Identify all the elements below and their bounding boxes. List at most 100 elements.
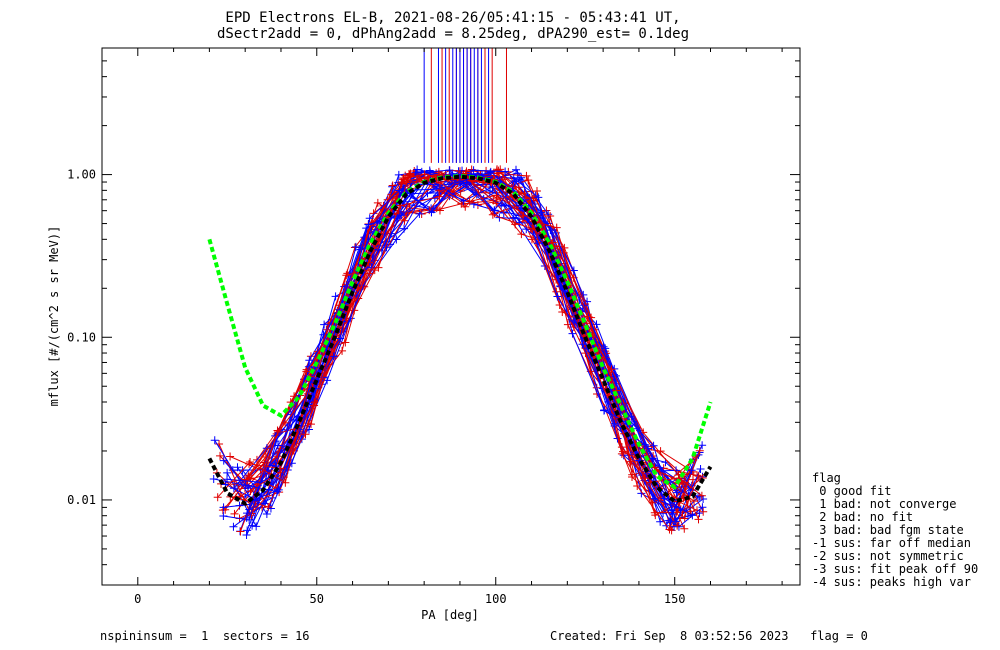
measurement-sweep — [216, 168, 682, 510]
measurement-point — [459, 196, 468, 205]
measurement-point — [513, 169, 522, 178]
x-tick-label: 100 — [485, 592, 507, 606]
measurement-point — [492, 199, 501, 208]
x-tick-label: 50 — [310, 592, 324, 606]
measurement-point — [435, 192, 444, 201]
measurement-point — [699, 507, 708, 516]
measurement-point — [246, 458, 255, 467]
measurement-point — [338, 346, 347, 355]
measurement-point — [406, 169, 415, 178]
measurement-point — [517, 230, 526, 239]
measurement-point — [248, 521, 257, 530]
measurement-point — [273, 428, 282, 437]
legend-item: -4 sus: peaks high var — [812, 575, 971, 589]
measurement-point — [490, 206, 499, 215]
measurement-point — [558, 308, 567, 317]
measurement-point — [395, 186, 404, 195]
measurement-point — [640, 440, 649, 449]
measurement-sweep — [237, 172, 694, 516]
measurement-point — [273, 452, 282, 461]
measurement-point — [335, 334, 344, 343]
axes-frame — [101, 47, 801, 586]
measurement-sweep — [226, 172, 689, 528]
measurement-point — [696, 464, 705, 473]
measurement-point — [649, 441, 658, 450]
measurement-point — [469, 200, 478, 209]
measurement-point — [301, 430, 310, 439]
measurement-point — [264, 502, 273, 511]
measurement-point — [673, 521, 682, 530]
measurement-sweep — [223, 179, 685, 521]
footer-left: nspininsum = 1 sectors = 16 — [100, 629, 310, 643]
measurement-point — [216, 451, 225, 460]
measurement-point — [369, 209, 378, 218]
measurement-point — [252, 522, 261, 531]
measurement-point — [262, 510, 271, 519]
measurement-point — [619, 451, 628, 460]
measurement-point — [560, 243, 569, 252]
fit-layer — [207, 173, 713, 506]
measurement-point — [617, 449, 626, 458]
measurement-sweep — [240, 173, 700, 532]
measurement-point — [600, 405, 609, 414]
measurement-point — [467, 165, 476, 174]
measurement-point — [242, 531, 251, 540]
measurement-point — [687, 466, 696, 475]
measurement-sweep — [226, 169, 693, 516]
measurement-point — [236, 527, 245, 536]
measurement-sweep — [234, 169, 690, 532]
y-tick-label: 0.01 — [67, 493, 96, 507]
measurement-point — [501, 167, 510, 176]
measurement-point — [522, 171, 531, 180]
measurement-point — [607, 365, 616, 374]
measurement-point — [514, 175, 523, 184]
data-layer — [209, 48, 708, 540]
measurement-sweep — [233, 168, 693, 528]
flag-legend: flag 0 good fit 1 bad: not converge 2 ba… — [812, 471, 978, 589]
measurement-point — [392, 235, 401, 244]
legend-item: -1 sus: far off median — [812, 536, 971, 550]
measurement-point — [364, 220, 373, 229]
measurement-point — [245, 515, 254, 524]
measurement-point — [698, 441, 707, 450]
measurement-point — [373, 198, 382, 207]
measurement-point — [512, 165, 521, 174]
measurement-sweep — [217, 174, 686, 498]
measurement-point — [445, 166, 454, 175]
measurement-point — [427, 208, 436, 217]
measurement-point — [262, 444, 271, 453]
measurement-point — [388, 181, 397, 190]
measurement-point — [465, 197, 474, 206]
measurement-point — [274, 485, 283, 494]
measurement-point — [281, 418, 290, 427]
measurement-point — [374, 263, 383, 272]
measurement-point — [568, 329, 577, 338]
measurement-point — [243, 526, 252, 535]
measurement-point — [651, 511, 660, 520]
measurement-point — [365, 269, 374, 278]
measurement-point — [544, 210, 553, 219]
measurement-point — [640, 474, 649, 483]
measurement-point — [226, 452, 235, 461]
measurement-point — [400, 216, 409, 225]
measurement-point — [637, 489, 646, 498]
measurement-point — [546, 211, 555, 220]
measurement-point — [319, 330, 328, 339]
measurement-point — [329, 352, 338, 361]
measurement-point — [697, 491, 706, 500]
measurement-sweep — [246, 170, 693, 531]
measurement-sweep — [246, 176, 700, 518]
measurement-point — [698, 503, 707, 512]
measurement-point — [650, 494, 659, 503]
measurement-point — [405, 170, 414, 179]
ticks-layer: 0 50 100 150 0.01 0.10 1.00 — [67, 48, 800, 606]
measurement-point — [244, 473, 253, 482]
measurement-point — [532, 187, 541, 196]
measurement-point — [213, 493, 222, 502]
y-tick-label: 1.00 — [67, 168, 96, 182]
measurement-point — [244, 471, 253, 480]
measurement-point — [411, 168, 420, 177]
measurement-sweep — [246, 169, 691, 536]
measurement-point — [394, 170, 403, 179]
